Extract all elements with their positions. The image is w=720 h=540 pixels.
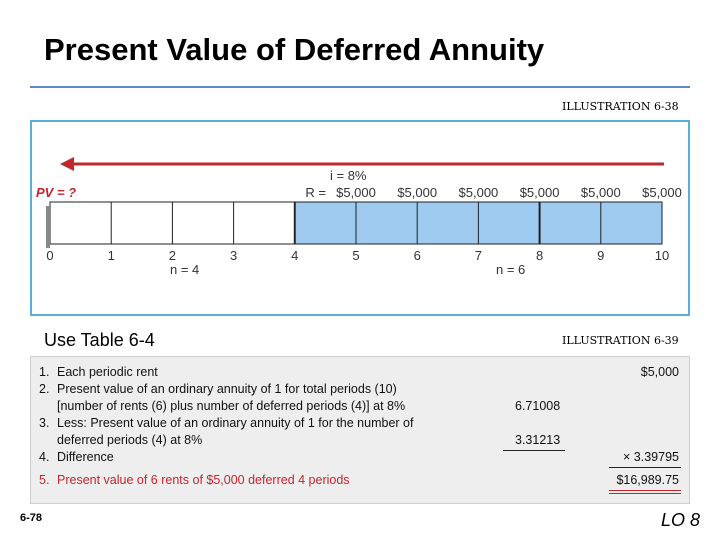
illustration-label-top: ILLUSTRATION 6-38 (562, 100, 679, 113)
period-tick-label: 4 (291, 248, 298, 263)
rent-amount-label: $5,000 (397, 185, 437, 200)
rent-amount-label: $5,000 (642, 185, 682, 200)
table-row-continued: [number of rents (6) plus number of defe… (57, 399, 406, 413)
rent-periods-label: n = 6 (496, 262, 525, 277)
table-row: 1. Each periodic rent (39, 365, 158, 379)
rent-prefix-label: R = (305, 185, 326, 200)
use-table-note: Use Table 6-4 (44, 330, 155, 350)
table-row-result: 5. Present value of 6 rents of $5,000 def… (39, 473, 350, 487)
table-row: 2. Present value of an ordinary annuity o… (39, 382, 397, 396)
timeline-panel: PV = ? i = 8% $5,000 $5,000 $5,000 $5,000 $5… (30, 120, 690, 316)
timeline-arrowhead (60, 157, 74, 171)
product-rule (609, 467, 681, 468)
double-rule-1 (609, 490, 681, 491)
subtotal-rule (503, 450, 565, 451)
rent-amount-label: $5,000 (520, 185, 560, 200)
learning-objective: LO 8 (660, 510, 700, 530)
present-value-result: $16,989.75 (616, 473, 679, 487)
rent-amount-label: $5,000 (581, 185, 621, 200)
period-tick-label: 3 (230, 248, 237, 263)
period-tick-label: 0 (46, 248, 53, 263)
difference-value: × 3.39795 (623, 450, 679, 464)
illustration-label-bottom: ILLUSTRATION 6-39 (562, 334, 679, 347)
title-divider (30, 86, 690, 88)
deferred-periods-label: n = 4 (170, 262, 199, 277)
computation-table: 1. Each periodic rent $5,000 2. Present va… (30, 356, 690, 504)
rent-amount-label: $5,000 (459, 185, 499, 200)
table-row: 4. Difference (39, 450, 114, 464)
timeline-diagram: PV = ? i = 8% $5,000 $5,000 $5,000 $5,000 $5… (36, 157, 682, 277)
page-title: Present Value of Deferred Annuity (44, 32, 545, 67)
period-tick-label: 1 (108, 248, 115, 263)
rate-label: i = 8% (330, 168, 367, 183)
deferred-factor-value: 3.31213 (515, 433, 561, 447)
rent-value: $5,000 (640, 365, 679, 379)
double-rule-2 (609, 493, 681, 494)
period-tick-label: 7 (475, 248, 482, 263)
period-tick-label: 5 (352, 248, 359, 263)
rent-period-shading (296, 202, 662, 244)
table-row: 3. Less: Present value of an ordinary ann… (39, 416, 414, 430)
period-tick-label: 10 (655, 248, 669, 263)
total-factor-value: 6.71008 (515, 399, 561, 413)
period-tick-label: 8 (536, 248, 543, 263)
period-tick-label: 2 (169, 248, 176, 263)
period-tick-label: 9 (597, 248, 604, 263)
pv-label: PV = ? (36, 185, 76, 200)
rent-amount-label: $5,000 (336, 185, 376, 200)
page-number: 6-78 (20, 512, 43, 524)
period-tick-label: 6 (414, 248, 421, 263)
timeline-shadow (46, 206, 50, 248)
table-row-continued: deferred periods (4) at 8% (57, 433, 203, 447)
